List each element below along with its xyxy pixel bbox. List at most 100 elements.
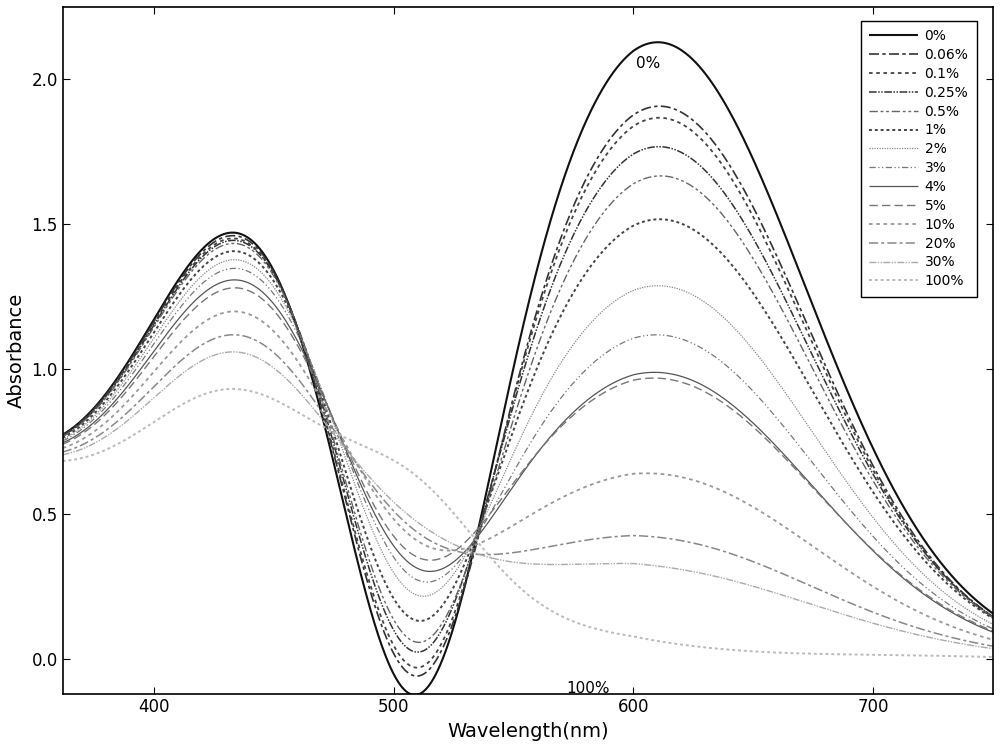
X-axis label: Wavelength(nm): Wavelength(nm) (447, 722, 609, 741)
0% (413, 690, 425, 699)
0.06% (873, 472, 885, 481)
0.25% (992, 615, 1000, 624)
0% (652, 37, 664, 46)
30% (413, 518, 425, 527)
Line: 0%: 0% (58, 42, 998, 695)
2% (52, 437, 64, 446)
20% (227, 331, 239, 340)
100% (872, 651, 884, 660)
0.06% (653, 102, 665, 111)
0.25% (215, 239, 227, 248)
0.5% (52, 435, 64, 444)
30% (159, 383, 171, 392)
2% (872, 520, 884, 529)
Legend: 0%, 0.06%, 0.1%, 0.25%, 0.5%, 1%, 2%, 3%, 4%, 5%, 10%, 20%, 30%, 100%: 0%, 0.06%, 0.1%, 0.25%, 0.5%, 1%, 2%, 3%… (861, 21, 977, 297)
Line: 10%: 10% (58, 311, 998, 641)
20% (872, 610, 884, 619)
0.5% (159, 304, 171, 313)
Line: 5%: 5% (58, 288, 998, 633)
3% (992, 626, 1000, 635)
5% (159, 337, 171, 346)
20% (974, 640, 986, 649)
0.1% (873, 476, 885, 485)
3% (453, 557, 465, 565)
30% (215, 349, 227, 358)
Line: 2%: 2% (58, 260, 998, 627)
100% (159, 410, 171, 419)
0.1% (215, 236, 227, 245)
30% (453, 542, 465, 551)
1% (215, 250, 227, 259)
100% (413, 473, 425, 482)
0% (215, 230, 227, 239)
20% (159, 371, 171, 380)
2% (992, 622, 1000, 631)
0.06% (411, 672, 423, 681)
0.5% (413, 638, 425, 647)
3% (215, 267, 227, 276)
3% (228, 264, 240, 273)
0.5% (873, 485, 885, 494)
Line: 1%: 1% (58, 219, 998, 621)
30% (992, 645, 1000, 654)
2% (159, 317, 171, 326)
2% (228, 255, 240, 264)
5% (215, 286, 227, 295)
20% (52, 449, 64, 458)
0.25% (873, 479, 885, 488)
0% (992, 613, 1000, 622)
0.06% (974, 603, 986, 612)
Line: 0.06%: 0.06% (58, 106, 998, 676)
100% (227, 384, 239, 393)
30% (974, 643, 986, 652)
1% (412, 616, 424, 625)
30% (872, 620, 884, 629)
3% (413, 576, 425, 585)
10% (453, 545, 465, 554)
0.5% (215, 242, 227, 251)
Line: 0.5%: 0.5% (58, 176, 998, 643)
10% (872, 586, 884, 595)
Line: 100%: 100% (58, 389, 998, 657)
4% (215, 278, 227, 287)
0.25% (653, 142, 665, 151)
0.25% (453, 585, 465, 594)
100% (453, 515, 465, 524)
0% (409, 690, 421, 699)
3% (159, 323, 171, 332)
Line: 0.25%: 0.25% (58, 147, 998, 652)
3% (974, 618, 986, 627)
4% (974, 622, 986, 631)
0.5% (453, 583, 465, 592)
Line: 30%: 30% (58, 352, 998, 649)
0.1% (974, 604, 986, 613)
1% (159, 310, 171, 319)
10% (413, 537, 425, 546)
0.1% (411, 663, 423, 672)
4% (228, 275, 240, 284)
30% (227, 347, 239, 356)
20% (453, 548, 465, 557)
2% (453, 561, 465, 570)
0.1% (653, 113, 665, 122)
2% (215, 258, 227, 267)
5% (413, 554, 425, 562)
100% (974, 652, 986, 661)
Line: 0.1%: 0.1% (58, 117, 998, 668)
0.1% (453, 594, 465, 603)
0.1% (413, 663, 425, 672)
4% (159, 331, 171, 340)
0.25% (159, 302, 171, 311)
0.25% (974, 603, 986, 612)
4% (453, 553, 465, 562)
5% (229, 283, 241, 292)
5% (52, 441, 64, 450)
0% (159, 296, 171, 305)
Y-axis label: Absorbance: Absorbance (7, 292, 26, 408)
0.06% (992, 616, 1000, 625)
0.25% (413, 648, 425, 657)
10% (992, 637, 1000, 646)
100% (52, 457, 64, 466)
0.25% (52, 434, 64, 443)
5% (453, 543, 465, 552)
